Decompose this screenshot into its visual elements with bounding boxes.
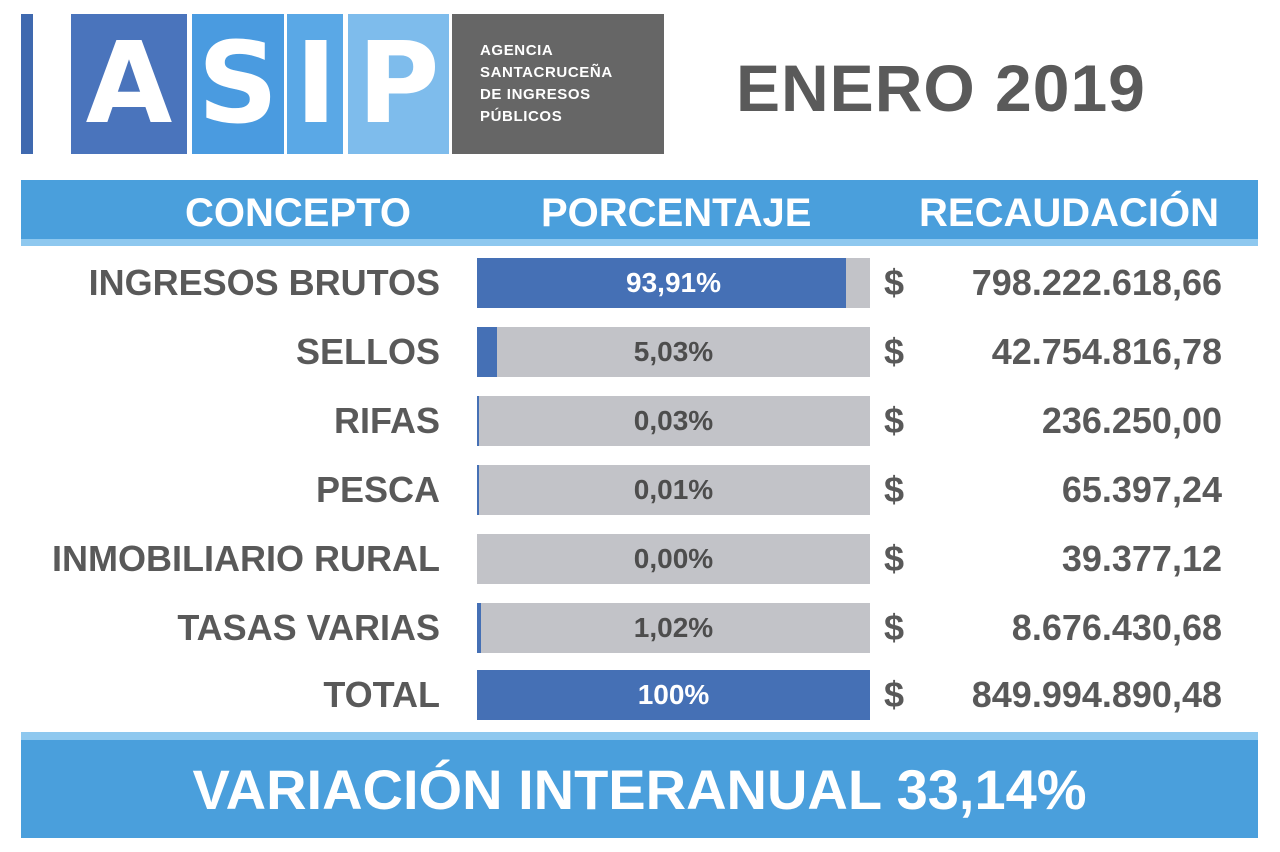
- logo-letter-i: I: [295, 19, 337, 149]
- percent-label: 0,03%: [633, 405, 714, 436]
- logo-letter-s: S: [192, 14, 284, 154]
- logo-letter-a: A: [71, 14, 187, 154]
- amount-value: 42.754.816,78: [991, 331, 1222, 372]
- currency-symbol: $: [884, 538, 905, 579]
- percent-label: 0,00%: [633, 543, 714, 574]
- concept-label: PESCA: [315, 469, 440, 510]
- percent-label: 100%: [637, 679, 710, 710]
- currency-symbol: $: [884, 331, 905, 372]
- amount-value: 39.377,12: [1061, 538, 1222, 579]
- currency-symbol: $: [884, 400, 905, 441]
- percent-bar-track: 0,00%: [477, 534, 870, 584]
- amount-value: 798.222.618,66: [971, 262, 1222, 303]
- amount-value: 8.676.430,68: [1011, 607, 1222, 648]
- concept-label: INMOBILIARIO RURAL: [52, 538, 440, 579]
- percent-bar-fill: [477, 327, 497, 377]
- percent-label: 93,91%: [626, 267, 721, 298]
- agency-line: PÚBLICOS: [480, 108, 563, 125]
- percent-bar-track: 0,03%: [477, 396, 870, 446]
- interannual-variation: VARIACIÓN INTERANUAL 33,14%: [192, 758, 1087, 821]
- column-header-revenue: RECAUDACIÓN: [919, 191, 1219, 235]
- percent-bar-track: 0,01%: [477, 465, 870, 515]
- currency-symbol: $: [884, 607, 905, 648]
- percent-bar-track: 1,02%: [477, 603, 870, 653]
- agency-line: AGENCIA: [480, 42, 554, 59]
- agency-line: DE INGRESOS: [480, 86, 591, 103]
- column-header-concept: CONCEPTO: [185, 191, 411, 235]
- concept-label: TASAS VARIAS: [177, 607, 440, 648]
- percent-label: 5,03%: [633, 336, 714, 367]
- percent-label: 1,02%: [633, 612, 714, 643]
- currency-symbol: $: [884, 262, 905, 303]
- percent-bar-track: 100%: [477, 670, 870, 720]
- period-title: ENERO 2019: [736, 51, 1146, 125]
- agency-line: SANTACRUCEÑA: [480, 64, 613, 81]
- concept-label: SELLOS: [295, 331, 440, 372]
- amount-value: 849.994.890,48: [971, 674, 1222, 715]
- concept-label: TOTAL: [323, 674, 440, 715]
- concept-label: RIFAS: [333, 400, 440, 441]
- percent-bar-track: 5,03%: [477, 327, 870, 377]
- logo-letter-p: P: [348, 14, 449, 154]
- percent-bar-fill: [477, 670, 870, 720]
- table-header-bar: [21, 180, 1258, 246]
- currency-symbol: $: [884, 674, 905, 715]
- logo-edge-tile: [21, 14, 33, 154]
- footer-bar: [21, 732, 1258, 838]
- currency-symbol: $: [884, 469, 905, 510]
- concept-label: INGRESOS BRUTOS: [88, 262, 440, 303]
- column-header-percentage: PORCENTAJE: [541, 191, 812, 235]
- logo-agency-name: AGENCIA SANTACRUCEÑA DE INGRESOS PÚBLICO…: [452, 14, 664, 154]
- percent-bar-fill: [477, 603, 481, 653]
- amount-value: 65.397,24: [1061, 469, 1222, 510]
- percent-bar-fill: [477, 258, 847, 308]
- percent-bar-fill: [477, 396, 479, 446]
- percent-label: 0,01%: [633, 474, 714, 505]
- amount-value: 236.250,00: [1041, 400, 1222, 441]
- logo-tile: [287, 14, 343, 154]
- percent-bar-fill: [477, 465, 479, 515]
- percent-bar-track: 93,91%: [477, 258, 870, 308]
